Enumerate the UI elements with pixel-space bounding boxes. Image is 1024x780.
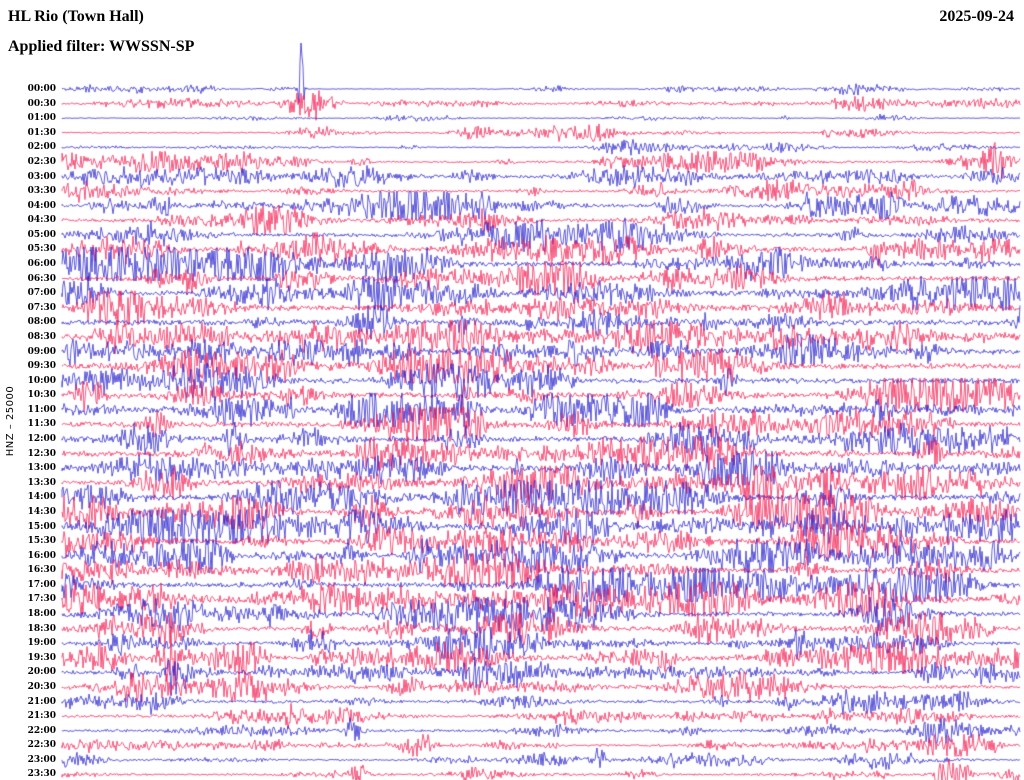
time-label: 22:30 bbox=[27, 740, 56, 751]
time-label: 01:30 bbox=[27, 127, 56, 138]
time-label: 14:00 bbox=[27, 492, 56, 503]
time-label: 04:30 bbox=[27, 215, 56, 226]
time-label: 22:00 bbox=[27, 725, 56, 736]
time-label: 05:00 bbox=[27, 229, 56, 240]
time-label: 10:30 bbox=[27, 390, 56, 401]
time-label: 11:00 bbox=[27, 404, 56, 415]
time-label: 02:30 bbox=[27, 156, 56, 167]
time-label: 09:00 bbox=[27, 346, 56, 357]
time-label: 06:00 bbox=[27, 259, 56, 270]
time-label: 07:30 bbox=[27, 302, 56, 313]
time-label: 23:00 bbox=[27, 754, 56, 765]
station-title: HL Rio (Town Hall) bbox=[8, 8, 144, 25]
time-label: 13:00 bbox=[27, 463, 56, 474]
filter-label: Applied filter: WWSSN-SP bbox=[8, 38, 195, 55]
time-label: 12:00 bbox=[27, 434, 56, 445]
time-label: 18:00 bbox=[27, 609, 56, 620]
time-label: 07:00 bbox=[27, 288, 56, 299]
time-label: 02:00 bbox=[27, 142, 56, 153]
time-label: 19:00 bbox=[27, 638, 56, 649]
time-label: 06:30 bbox=[27, 273, 56, 284]
time-label: 10:00 bbox=[27, 375, 56, 386]
time-label: 08:30 bbox=[27, 331, 56, 342]
time-label: 17:30 bbox=[27, 594, 56, 605]
time-label: 17:00 bbox=[27, 579, 56, 590]
time-label: 08:00 bbox=[27, 317, 56, 328]
record-date: 2025-09-24 bbox=[939, 8, 1014, 25]
time-label: 11:30 bbox=[27, 419, 56, 430]
time-label: 19:30 bbox=[27, 652, 56, 663]
time-label: 20:00 bbox=[27, 667, 56, 678]
time-label: 16:30 bbox=[27, 565, 56, 576]
time-label: 13:30 bbox=[27, 477, 56, 488]
time-label: 23:30 bbox=[27, 769, 56, 780]
time-label: 09:30 bbox=[27, 361, 56, 372]
time-label: 16:00 bbox=[27, 550, 56, 561]
time-label: 03:00 bbox=[27, 171, 56, 182]
time-label: 05:30 bbox=[27, 244, 56, 255]
time-label: 12:30 bbox=[27, 448, 56, 459]
time-label: 01:00 bbox=[27, 113, 56, 124]
time-label: 20:30 bbox=[27, 681, 56, 692]
time-label: 15:00 bbox=[27, 521, 56, 532]
time-label: 15:30 bbox=[27, 536, 56, 547]
time-label: 18:30 bbox=[27, 623, 56, 634]
time-label: 04:00 bbox=[27, 200, 56, 211]
time-label: 14:30 bbox=[27, 506, 56, 517]
time-label: 00:30 bbox=[27, 98, 56, 109]
time-label: 21:30 bbox=[27, 711, 56, 722]
time-label: 03:30 bbox=[27, 186, 56, 197]
time-label: 00:00 bbox=[27, 84, 56, 94]
time-label: 21:00 bbox=[27, 696, 56, 707]
